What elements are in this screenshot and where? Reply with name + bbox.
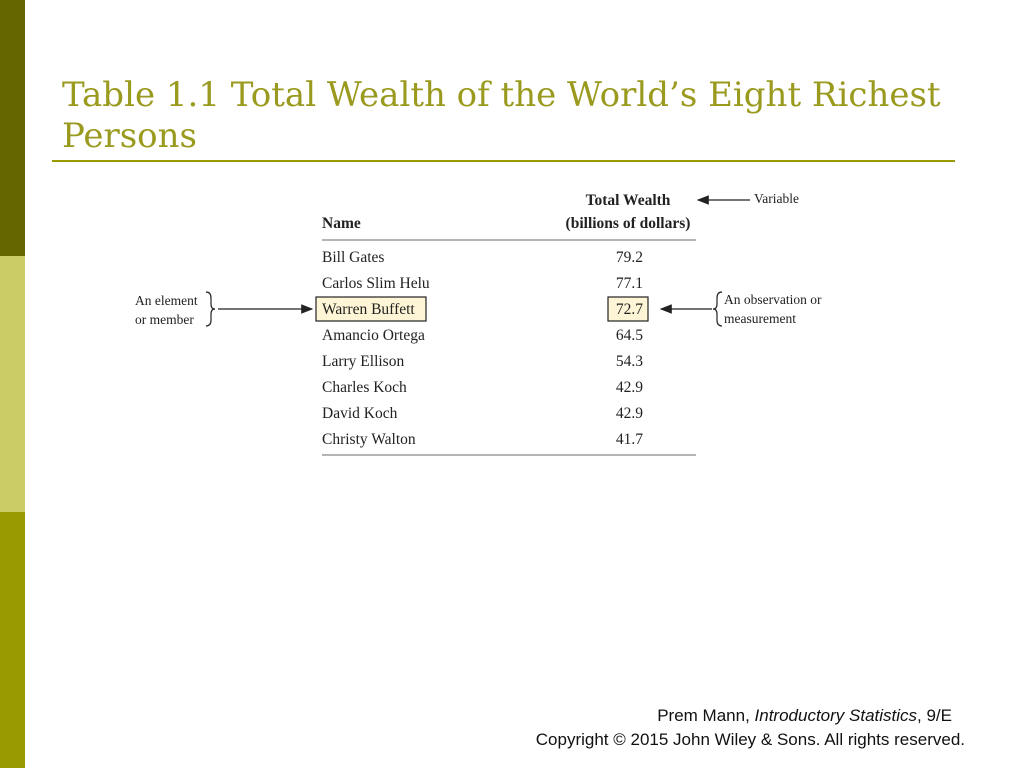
value-cell: 41.7: [616, 431, 643, 448]
header: Total Wealth: [586, 192, 671, 209]
value-cell: 64.5: [616, 327, 643, 344]
title-line: Table 1.1 Total Wealth of the World’s Ei…: [62, 75, 941, 115]
annotation: Variable: [754, 191, 799, 206]
side-bar: [0, 512, 25, 768]
author: Prem Mann,: [657, 706, 754, 725]
highlight-box: [315, 296, 427, 322]
annotation: An observation or: [724, 292, 822, 307]
rows: Bill Gates 79.2 Carlos Slim Helu 77.1 Warren…: [322, 249, 643, 448]
name-cell: Amancio Ortega: [322, 327, 425, 344]
name-cell: Charles Koch: [322, 379, 407, 396]
side-bar: [0, 0, 25, 256]
footer: Prem Mann, Introductory Statistics, 9/E: [657, 706, 952, 725]
header: (billions of dollars): [566, 215, 691, 232]
table: Total Wealth (billions of dollars) Name …: [315, 192, 696, 456]
name-cell: Warren Buffett: [322, 301, 415, 318]
highlight-box: [607, 296, 649, 322]
side-bar: [0, 256, 25, 512]
brace: [712, 291, 723, 327]
name-cell: Christy Walton: [322, 431, 416, 448]
header: Name: [322, 215, 361, 232]
annotation: measurement: [724, 311, 796, 326]
annotation: An element: [135, 293, 198, 308]
name-cell: Carlos Slim Helu: [322, 275, 430, 292]
edition: , 9/E: [917, 706, 952, 725]
value-cell: 42.9: [616, 405, 643, 422]
book: Introductory Statistics: [755, 706, 918, 725]
annotations: Variable An element or member An observa…: [135, 191, 822, 327]
name-cell: David Koch: [322, 405, 398, 422]
copyright: Copyright © 2015 John Wiley & Sons. All …: [536, 730, 965, 749]
brace: [205, 291, 216, 327]
value-cell: 54.3: [616, 353, 643, 370]
value-cell: 79.2: [616, 249, 643, 266]
value-cell: 72.7: [616, 301, 643, 318]
annotation: or member: [135, 312, 194, 327]
title: Table 1.1 Total Wealth of the World’s Ei…: [62, 75, 941, 156]
name-cell: Larry Ellison: [322, 353, 404, 370]
value-cell: 77.1: [616, 275, 643, 292]
value-cell: 42.9: [616, 379, 643, 396]
name-cell: Bill Gates: [322, 249, 384, 266]
title-line: Persons: [62, 116, 197, 156]
